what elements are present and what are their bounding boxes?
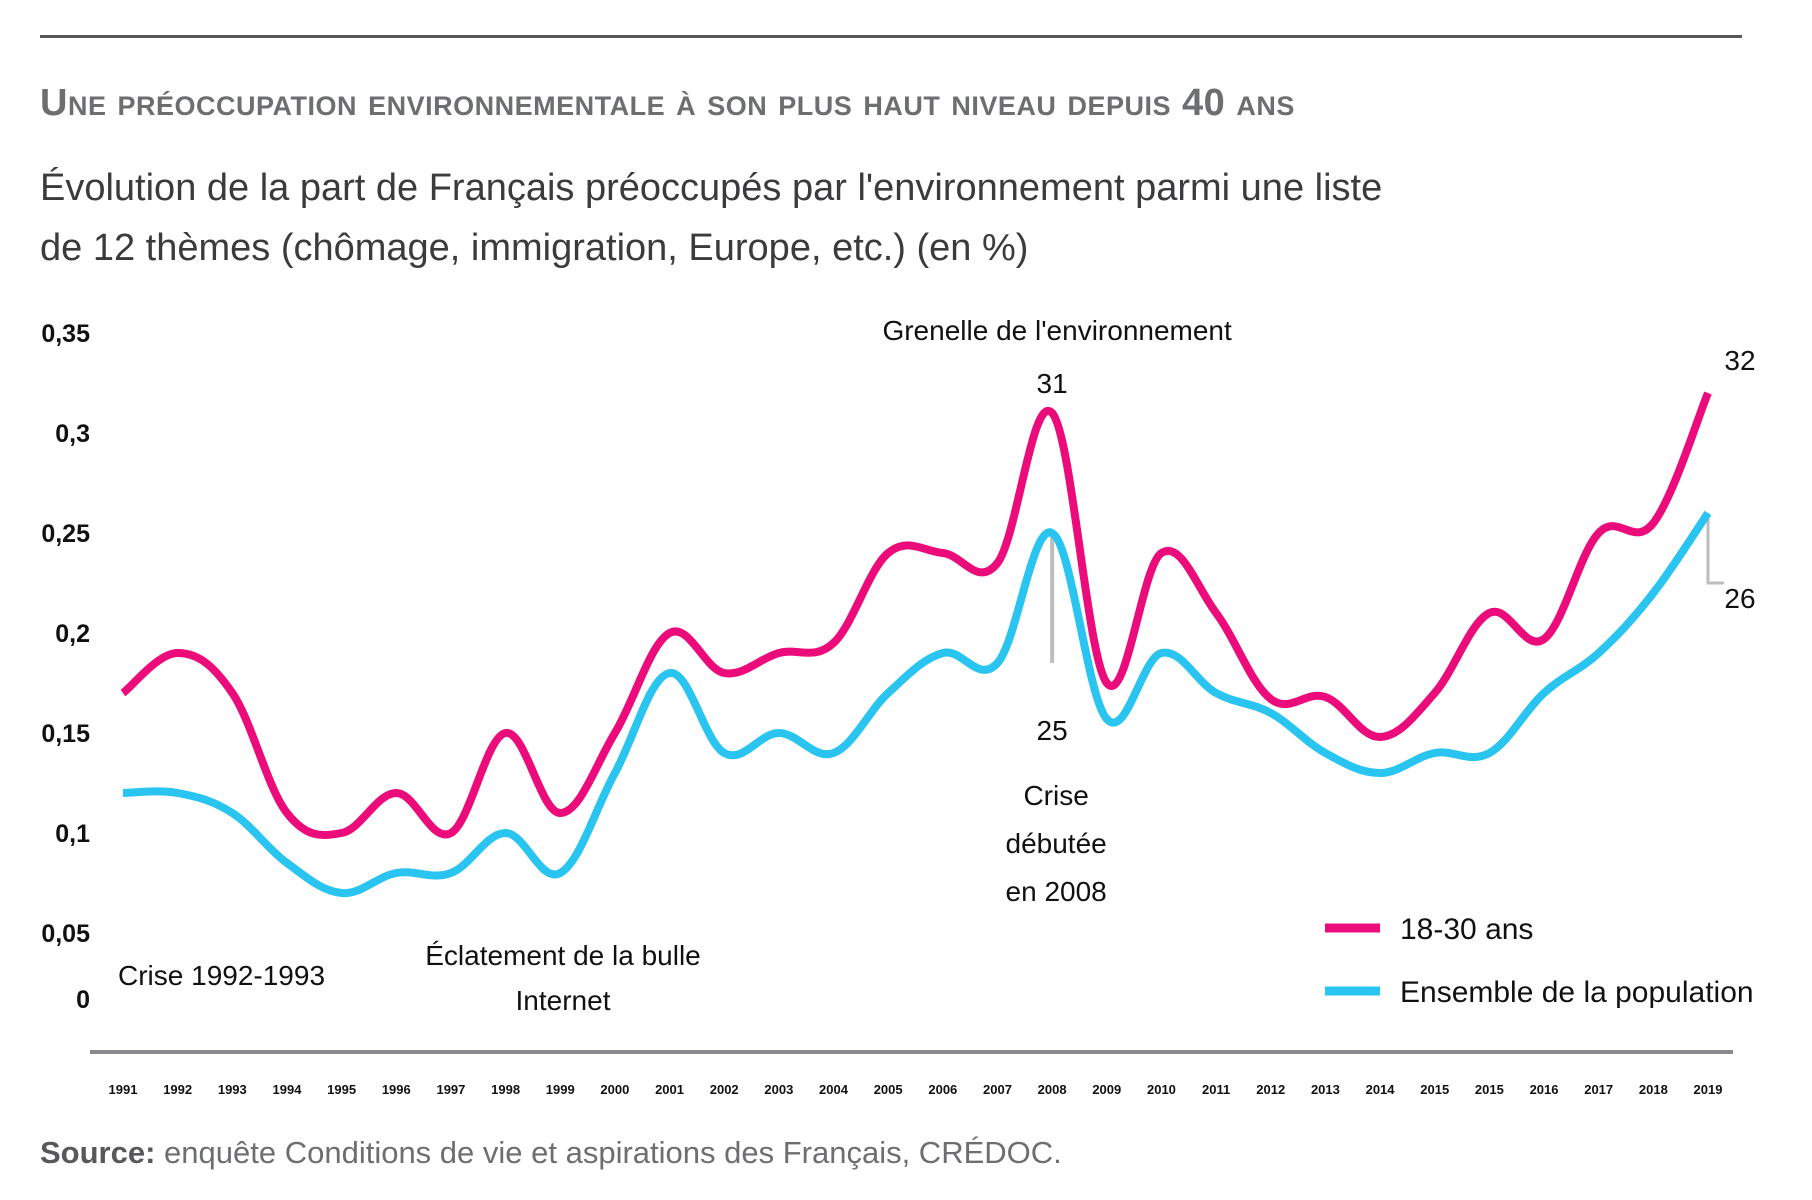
x-tick-label: 2008 [1038,1082,1067,1097]
x-tick-label: 1993 [218,1082,247,1097]
annotation-leaders [1050,513,1724,663]
annotation-bulle-internet: Internet [516,985,611,1016]
series-line-ensemble [122,510,1712,898]
annotation-value-2008-18-30: 31 [1037,368,1068,399]
chart-title: Une préoccupation environnementale à son… [40,82,1295,124]
subtitle-line-1: Évolution de la part de Français préoccu… [40,167,1383,209]
x-tick-label: 2000 [600,1082,629,1097]
x-tick-label: 2012 [1256,1082,1285,1097]
legend: 18-30 ans Ensemble de la population [1325,913,1754,1009]
x-tick-label: 2015 [1475,1082,1504,1097]
x-tick-label: 1996 [382,1082,411,1097]
y-tick-label: 0,1 [55,820,90,848]
x-tick-label: 2016 [1530,1082,1559,1097]
series-line-18-30 [120,391,1712,840]
y-tick-label: 0 [76,986,90,1014]
x-tick-label: 1992 [163,1082,192,1097]
x-tick-label: 2019 [1694,1082,1723,1097]
x-tick-label: 2001 [655,1082,684,1097]
annotation-value-2008-ensemble: 25 [1037,715,1068,746]
y-tick-label: 0,35 [41,320,90,348]
x-tick-label: 1995 [327,1082,356,1097]
annotation-crise-2008: débutée [1006,828,1107,859]
x-tick-label: 2004 [819,1082,849,1097]
x-tick-label: 1991 [109,1082,138,1097]
annotation-value-2019-18-30: 32 [1724,345,1755,376]
annotation-crise-1992-1993: Crise 1992-1993 [118,960,325,991]
chart-subtitle: Évolution de la part de Français préoccu… [40,158,1640,278]
x-tick-label: 2010 [1147,1082,1176,1097]
legend-label: 18-30 ans [1400,913,1533,946]
y-tick-label: 0,25 [41,520,90,548]
x-tick-label: 2011 [1202,1082,1230,1097]
source-label: Source: [40,1135,156,1170]
y-axis: 0 0,05 0,1 0,15 0,2 0,25 0,3 0,35 [41,320,90,1014]
x-tick-label: 2017 [1584,1082,1613,1097]
leader-line-2019 [1706,513,1724,585]
x-tick-label: 2015 [1420,1082,1449,1097]
y-tick-label: 0,05 [41,920,90,948]
annotation-value-2019-ensemble: 26 [1724,583,1755,614]
x-tick-label: 2013 [1311,1082,1340,1097]
x-tick-label: 2003 [764,1082,793,1097]
x-axis: 1991 1992 1993 1994 1995 1996 1997 1998 1999 2000… [109,1082,1723,1097]
y-tick-label: 0,3 [55,420,90,448]
x-tick-label: 2018 [1639,1082,1668,1097]
top-rule [40,35,1742,38]
annotation-crise-2008: Crise [1023,780,1088,811]
annotation-crise-2008: en 2008 [1006,876,1107,907]
source-note: Source: enquête Conditions de vie et asp… [40,1135,1062,1171]
x-tick-label: 2006 [928,1082,957,1097]
annotation-bulle-internet: Éclatement de la bulle [425,940,701,971]
x-tick-label: 2005 [874,1082,903,1097]
annotations: Grenelle de l'environnement 31 25 Crise débu… [118,315,1756,1016]
x-tick-label: 2009 [1092,1082,1121,1097]
annotation-grenelle: Grenelle de l'environnement [882,315,1232,346]
legend-label: Ensemble de la population [1400,976,1754,1009]
x-tick-label: 2002 [710,1082,739,1097]
series-lines [120,391,1712,898]
subtitle-line-2: de 12 thèmes (chômage, immigration, Euro… [40,227,1029,269]
y-tick-label: 0,2 [55,620,90,648]
x-tick-label: 1994 [273,1082,303,1097]
y-tick-label: 0,15 [41,720,90,748]
x-tick-label: 1997 [436,1082,465,1097]
x-tick-label: 1999 [546,1082,575,1097]
source-text: enquête Conditions de vie et aspirations… [155,1135,1062,1170]
x-tick-label: 1998 [491,1082,520,1097]
x-tick-label: 2007 [983,1082,1012,1097]
x-tick-label: 2014 [1366,1082,1396,1097]
